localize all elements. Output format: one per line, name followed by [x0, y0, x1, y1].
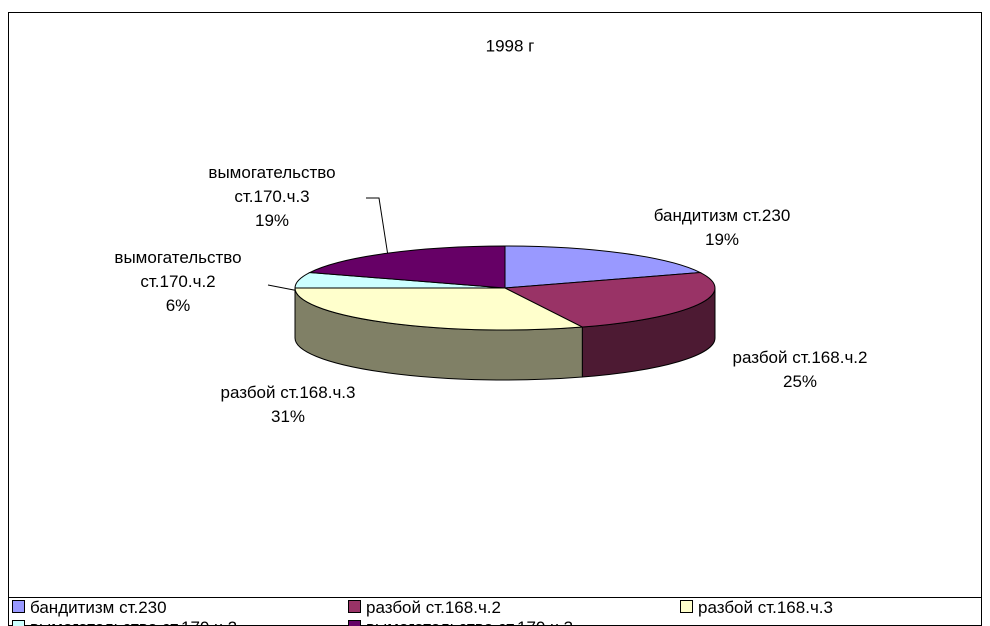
data-label: разбой ст.168.ч.3 31% — [178, 381, 398, 429]
legend-swatch — [348, 620, 361, 626]
legend-item: бандитизм ст.230 — [12, 598, 167, 618]
slice — [307, 245, 506, 289]
leader-line — [267, 284, 300, 292]
legend-label: вымогательство ст.170.ч.2 — [30, 618, 237, 626]
data-label-value: 19% — [254, 211, 290, 230]
data-label-value: 6% — [165, 296, 191, 315]
data-label-category: вымогательство ст.170.ч.3 — [208, 163, 336, 206]
legend-item: вымогательство ст.170.ч.3 — [348, 618, 573, 626]
legend-label: бандитизм ст.230 — [30, 598, 167, 617]
data-label-category: разбой ст.168.ч.2 — [732, 348, 868, 367]
data-label: вымогательство ст.170.ч.3 19% — [177, 161, 367, 233]
data-label-category: бандитизм ст.230 — [653, 206, 791, 225]
legend-item: вымогательство ст.170.ч.2 — [12, 618, 237, 626]
legend-swatch — [12, 600, 25, 613]
chart-title: 1998 г — [486, 36, 535, 55]
legend-label: разбой ст.168.ч.2 — [366, 598, 501, 617]
data-label-category: разбой ст.168.ч.3 — [220, 383, 356, 402]
slice — [504, 245, 703, 289]
slice — [294, 287, 585, 331]
data-label-category: вымогательство ст.170.ч.2 — [114, 248, 242, 291]
slice — [503, 272, 716, 328]
legend-label: вымогательство ст.170.ч.3 — [366, 618, 573, 626]
legend-swatch — [348, 600, 361, 613]
legend-label: разбой ст.168.ч.3 — [698, 598, 833, 617]
legend-box — [8, 597, 982, 626]
legend-item: разбой ст.168.ч.2 — [348, 598, 501, 618]
data-label: разбой ст.168.ч.2 25% — [690, 346, 910, 394]
legend-item: разбой ст.168.ч.3 — [680, 598, 833, 618]
leader-line — [366, 197, 389, 257]
data-label: бандитизм ст.230 19% — [612, 204, 832, 252]
legend-swatch — [12, 620, 25, 626]
data-label: вымогательство ст.170.ч.2 6% — [83, 246, 273, 318]
data-label-value: 19% — [704, 230, 740, 249]
data-label-value: 31% — [270, 407, 306, 426]
data-label-value: 25% — [782, 372, 818, 391]
legend-swatch — [680, 600, 693, 613]
